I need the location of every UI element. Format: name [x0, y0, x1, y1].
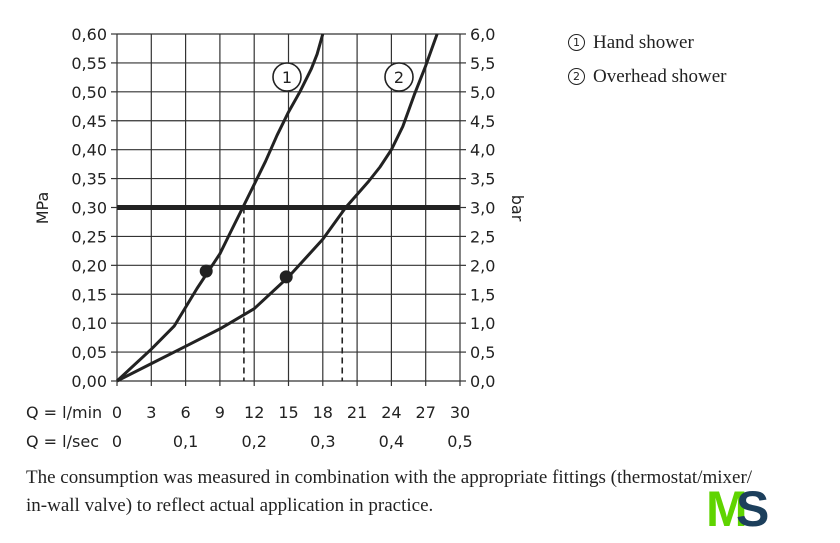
x-tick-label-lmin: 27 [416, 403, 436, 422]
ms-logo: M S [706, 484, 769, 532]
y-tick-label-left: 0,20 [71, 256, 107, 275]
x-tick-label-lmin: 15 [278, 403, 298, 422]
x-tick-label-lsec: 0,1 [173, 432, 198, 451]
x-axis-lmin-label: Q = l/min [26, 403, 102, 422]
curve-label-circle-1 [272, 62, 302, 92]
series-line-1 [115, 33, 325, 383]
x-tick-label-lsec: 0,5 [447, 432, 472, 451]
x-tick-label-lmin: 18 [313, 403, 333, 422]
x-tick-label-lmin: 9 [215, 403, 225, 422]
y-tick-label-right: 2,0 [470, 256, 495, 275]
y-tick-label-left: 0,50 [71, 83, 107, 102]
legend-number-badge: 2 [568, 68, 585, 85]
y-tick-label-left: 0,25 [71, 227, 107, 246]
legend-item-1: 1 Hand shower [568, 32, 694, 54]
caption-line-2: in-wall valve) to reflect actual applica… [26, 495, 434, 516]
y-tick-label-left: 0,15 [71, 285, 107, 304]
y-tick-label-left: 0,35 [71, 170, 107, 189]
series-marker-1 [199, 264, 213, 278]
y-tick-label-left: 0,00 [71, 372, 107, 391]
x-tick-label-lmin: 12 [244, 403, 264, 422]
x-tick-label-lsec: 0,3 [310, 432, 335, 451]
x-axis-lsec-label: Q = l/sec [26, 432, 99, 451]
x-tick-label-lmin: 30 [450, 403, 470, 422]
chart-ticks-group: 0,00 0,00,05 0,50,10 1,00,15 1,50,20 2,00,25 2… [71, 25, 495, 451]
x-tick-label-lsec: 0 [112, 432, 122, 451]
y-tick-label-left: 0,40 [71, 141, 107, 160]
legend-item-2: 2 Overhead shower [568, 66, 726, 88]
chart-caption: The consumption was measured in combinat… [26, 464, 826, 520]
x-tick-label-lmin: 6 [181, 403, 191, 422]
curve-label-2: 2 [394, 68, 404, 87]
y-tick-label-right: 5,5 [470, 54, 495, 73]
logo-s: S [736, 484, 769, 532]
y-tick-label-left: 0,30 [71, 199, 107, 218]
curve-label-1: 1 [282, 68, 292, 87]
x-tick-label-lmin: 0 [112, 403, 122, 422]
x-tick-label-lmin: 3 [146, 403, 156, 422]
y-tick-label-right: 1,5 [470, 285, 495, 304]
legend-number-badge: 1 [568, 34, 585, 51]
y-tick-label-left: 0,45 [71, 112, 107, 131]
legend-label: Hand shower [593, 32, 694, 53]
y-tick-label-right: 0,0 [470, 372, 495, 391]
series-marker-2 [279, 270, 293, 284]
caption-line-1: The consumption was measured in combinat… [26, 467, 753, 488]
x-tick-label-lsec: 0,4 [379, 432, 404, 451]
y-tick-label-left: 0,05 [71, 343, 107, 362]
y-tick-label-left: 0,55 [71, 54, 107, 73]
y-tick-label-right: 5,0 [470, 83, 495, 102]
logo-m: M [706, 484, 748, 532]
y-tick-label-right: 0,5 [470, 343, 495, 362]
series-line-2 [116, 33, 439, 383]
y-tick-label-right: 4,5 [470, 112, 495, 131]
x-tick-label-lsec: 0,2 [241, 432, 266, 451]
legend-label: Overhead shower [593, 66, 727, 87]
curve-label-circle-2 [384, 62, 414, 92]
x-tick-label-lmin: 24 [381, 403, 401, 422]
y-axis-left-label: MPa [33, 192, 52, 225]
y-axis-right-label: bar [508, 195, 527, 222]
y-tick-label-left: 0,60 [71, 25, 107, 44]
y-tick-label-right: 3,5 [470, 170, 495, 189]
y-tick-label-right: 1,0 [470, 314, 495, 333]
y-tick-label-right: 6,0 [470, 25, 495, 44]
y-tick-label-right: 3,0 [470, 199, 495, 218]
y-tick-label-left: 0,10 [71, 314, 107, 333]
x-tick-label-lmin: 21 [347, 403, 367, 422]
y-tick-label-right: 2,5 [470, 227, 495, 246]
y-tick-label-right: 4,0 [470, 141, 495, 160]
